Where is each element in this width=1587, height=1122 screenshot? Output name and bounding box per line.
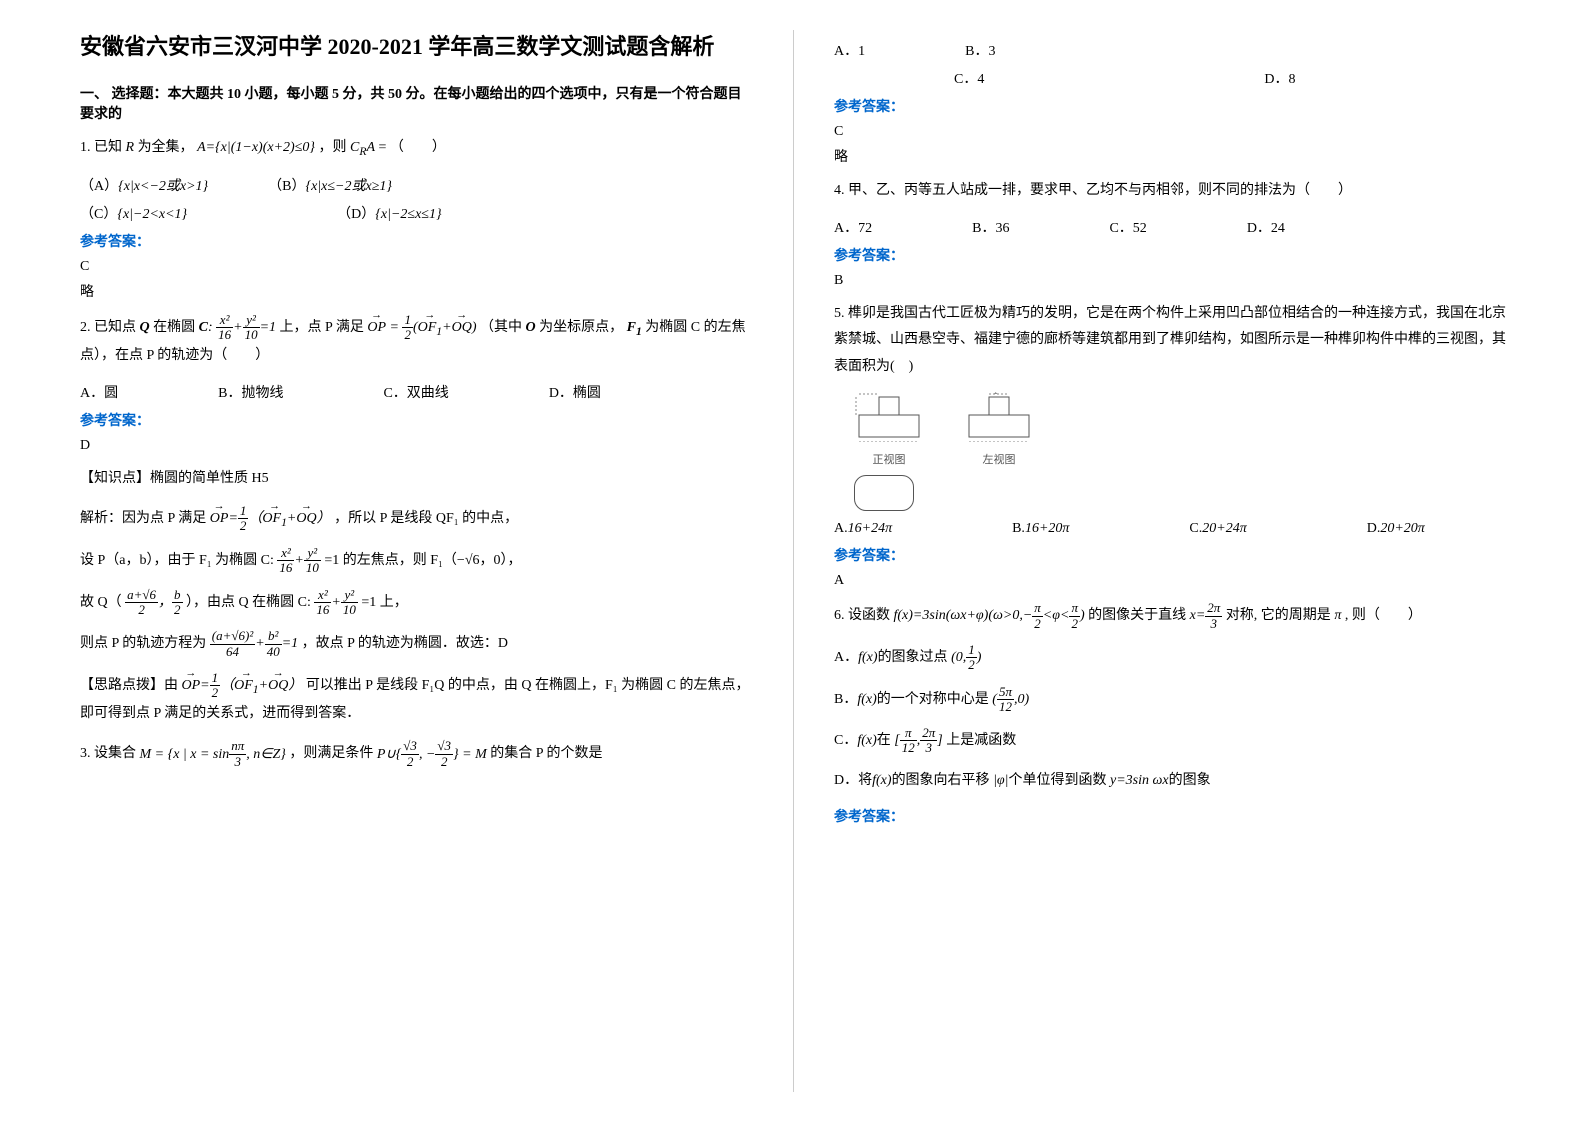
q1-prefix: 1. 已知: [80, 140, 122, 155]
q3-answer-label: 参考答案：: [834, 96, 1507, 116]
top-view: [854, 475, 914, 511]
q6-opt-c: C．f(x)在 [π12,2π3] 上是减函数: [834, 726, 1507, 756]
q4-opt-c: C．52: [1109, 217, 1146, 237]
section-heading: 一、 选择题：本大题共 10 小题，每小题 5 分，共 50 分。在每小题给出的…: [80, 83, 753, 123]
q2-answer: D: [80, 438, 753, 454]
q2-opt-b: B．抛物线: [218, 382, 283, 402]
q4-opt-b: B．36: [972, 217, 1009, 237]
q3-options-row1: A．1 B．3: [834, 40, 1507, 60]
q5-options: A.16+24π B.16+20π C.20+24π D.20+20π: [834, 521, 1507, 537]
svg-text:2: 2: [866, 392, 870, 394]
q5-opt-d: D.20+20π: [1367, 521, 1425, 537]
q1-opt-a: （A）{x|x<−2或x>1}: [80, 175, 208, 195]
q2-opt-a: A．圆: [80, 382, 118, 402]
q2-sol1: 解析：因为点 P 满足 OP=12（OF1+OQ） ，所以 P 是线段 QF₁ …: [80, 504, 753, 534]
q3-opt-d: D．8: [1264, 68, 1295, 88]
q4-answer-label: 参考答案：: [834, 245, 1507, 265]
q2-pcond: 上，点 P 满足: [280, 320, 364, 335]
question-2: 2. 已知点 Q 在椭圆 C: x²16+y²10=1 上，点 P 满足 OP …: [80, 313, 753, 370]
q4-opt-a: A．72: [834, 217, 872, 237]
q6-answer-label: 参考答案：: [834, 806, 1507, 826]
q2-F1: F1: [627, 320, 642, 335]
q6-opt-b: B．f(x)的一个对称中心是 (5π12,0): [834, 685, 1507, 715]
q3-note: 略: [834, 146, 1507, 166]
q1-opt-b: （B）{x|x≤−2或x≥1}: [268, 175, 392, 195]
q1-answer: C: [80, 259, 753, 275]
q2-on: 在椭圆: [153, 320, 195, 335]
q2-stem: 2. 已知点: [80, 320, 136, 335]
q2-origin: 为坐标原点，: [539, 320, 623, 335]
q1-opt-d: （D）{x|−2≤x≤1}: [337, 203, 441, 223]
q2-options: A．圆 B．抛物线 C．双曲线 D．椭圆: [80, 382, 753, 402]
question-6: 6. 设函数 f(x)=3sin(ωx+φ)(ω>0,−π2<φ<π2) 的图像…: [834, 601, 1507, 631]
q1-answer-label: 参考答案：: [80, 231, 753, 251]
q2-opt-d: D．椭圆: [549, 382, 601, 402]
q3-opt-a: A．1: [834, 40, 865, 60]
q2-sol4: 则点 P 的轨迹方程为 (a+√6)²64+b²40=1 ，故点 P 的轨迹为椭…: [80, 629, 753, 659]
q5-opt-c: C.20+24π: [1189, 521, 1246, 537]
q2-vec-eq: OP = 12(OF1+OQ): [367, 320, 476, 335]
q2-sol2: 设 P（a，b），由于 F₁ 为椭圆 C: x²16+y²10 =1 的左焦点，…: [80, 546, 753, 576]
page-title: 安徽省六安市三汊河中学 2020-2021 学年高三数学文测试题含解析: [80, 30, 753, 63]
column-divider: [793, 30, 794, 1092]
q3-opt-c: C．4: [954, 68, 984, 88]
q1-cond: A={x|(1−x)(x+2)≤0}: [197, 140, 315, 155]
q1-mid: 为全集，: [138, 140, 194, 155]
q3-opt-b: B．3: [965, 40, 995, 60]
q2-tip: 【思路点拨】由 OP=12（OF1+OQ） 可以推出 P 是线段 F₁Q 的中点…: [80, 671, 753, 728]
q1-options-row2: （C）{x|−2<x<1} （D）{x|−2≤x≤1}: [80, 203, 753, 223]
front-view: 2 3 4 正视图: [854, 392, 924, 467]
q2-kp: 【知识点】椭圆的简单性质 H5: [80, 466, 753, 493]
question-5: 5. 榫卯是我国古代工匠极为精巧的发明，它是在两个构件上采用凹凸部位相结合的一种…: [834, 301, 1507, 381]
q2-ellipse: C: x²16+y²10=1: [199, 320, 276, 335]
q1-opt-c: （C）{x|−2<x<1}: [80, 203, 187, 223]
q2-where: （其中: [480, 320, 522, 335]
q5-opt-b: B.16+20π: [1012, 521, 1069, 537]
q4-opt-d: D．24: [1247, 217, 1285, 237]
q2-answer-label: 参考答案：: [80, 410, 753, 430]
q1-suffix: ，则: [318, 140, 346, 155]
q5-opt-a: A.16+24π: [834, 521, 892, 537]
q5-answer: A: [834, 573, 1507, 589]
q4-options: A．72 B．36 C．52 D．24: [834, 217, 1507, 237]
q6-opt-a: A．f(x)的图象过点 (0,12): [834, 643, 1507, 673]
q3-options-row2: C．4 D．8: [954, 68, 1507, 88]
question-1: 1. 已知 R 为全集， A={x|(1−x)(x+2)≤0} ，则 CRA =…: [80, 135, 753, 163]
q2-O: O: [525, 320, 535, 335]
q1-complement: CRA: [350, 140, 375, 155]
q2-Q: Q: [140, 320, 150, 335]
side-view: 2 4 左视图: [964, 392, 1034, 467]
q3-answer: C: [834, 124, 1507, 140]
q5-answer-label: 参考答案：: [834, 545, 1507, 565]
q2-sol3: 故 Q（ a+√62，b2 ），由点 Q 在椭圆 C: x²16+y²10 =1…: [80, 588, 753, 618]
q1-end: = （ ）: [379, 140, 446, 155]
q1-note: 略: [80, 281, 753, 301]
q6-opt-d: D．将f(x)的图象向右平移 |φ|个单位得到函数 y=3sin ωx的图象: [834, 768, 1507, 795]
q2-opt-c: C．双曲线: [383, 382, 448, 402]
q4-answer: B: [834, 273, 1507, 289]
q1-options-row1: （A）{x|x<−2或x>1} （B）{x|x≤−2或x≥1}: [80, 175, 753, 195]
q5-diagram: 2 3 4 正视图 2 4 左视图: [854, 392, 1507, 511]
q1-R: R: [126, 140, 135, 155]
question-3: 3. 设集合 M = {x | x = sinnπ3, n∈Z} ，则满足条件 …: [80, 739, 753, 769]
question-4: 4. 甲、乙、丙等五人站成一排，要求甲、乙均不与丙相邻，则不同的排法为（ ）: [834, 178, 1507, 205]
